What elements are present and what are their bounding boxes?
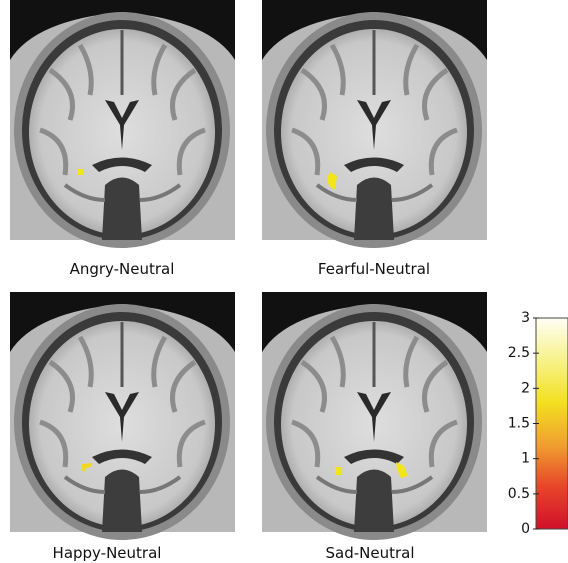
tick-label: 1.5: [508, 416, 530, 432]
brain-panel: Sad-Neutral: [262, 292, 487, 562]
colorbar-gradient: [536, 318, 568, 529]
brain-panel: Angry-Neutral: [10, 0, 235, 278]
brain-panel: Happy-Neutral: [10, 292, 235, 562]
tick-label: 3: [521, 310, 530, 326]
tick-label: 0: [521, 521, 530, 537]
panel-label: Angry-Neutral: [70, 260, 175, 278]
colorbar: 0 0.5 1 1.5 2 2.5 3: [508, 310, 568, 537]
tick-label: 2: [521, 380, 530, 396]
tick-label: 0.5: [508, 486, 530, 502]
panel-label: Fearful-Neutral: [318, 260, 430, 278]
activation: [77, 169, 83, 175]
tick-label: 2.5: [508, 345, 530, 361]
panel-label: Sad-Neutral: [325, 544, 414, 562]
activation: [335, 467, 341, 475]
panel-label: Happy-Neutral: [53, 544, 162, 562]
brain-panel: Fearful-Neutral: [262, 0, 487, 278]
figure: Angry-Neutral Fearful-Neutral Happy-Neut…: [0, 0, 568, 563]
tick-label: 1: [521, 451, 530, 467]
